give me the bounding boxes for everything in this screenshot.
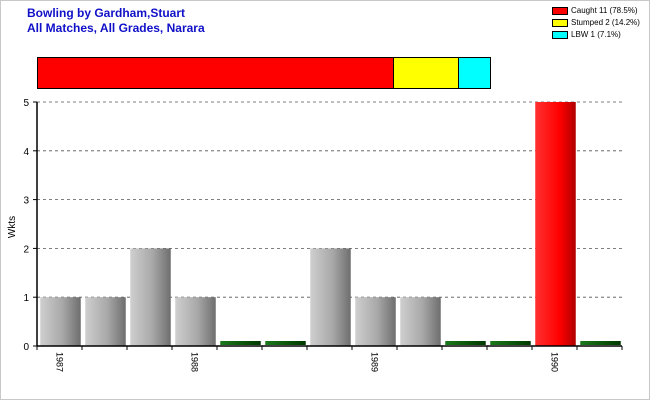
y-tick-label: 5 [23, 98, 29, 109]
bar [40, 297, 81, 346]
chart-title: Bowling by Gardham,Stuart [27, 6, 186, 20]
y-tick-labels: 0 1 2 3 4 5 [23, 98, 29, 353]
bar [130, 248, 171, 346]
bar [580, 341, 621, 345]
bar [400, 297, 441, 346]
legend-swatch-lbw [552, 31, 568, 39]
chart-subtitle: All Matches, All Grades, Narara [27, 21, 205, 35]
axes [33, 101, 623, 350]
bar [175, 297, 216, 346]
y-tick-label: 3 [23, 196, 29, 207]
x-tick-label: 1988 [190, 352, 200, 372]
bar [355, 297, 396, 346]
share-segment-caught [38, 58, 394, 88]
share-segment-stumped [393, 58, 458, 88]
legend-label-stumped: Stumped 2 (14.2%) [571, 18, 640, 27]
dismissal-share-bar [37, 57, 491, 89]
legend-swatch-stumped [552, 19, 568, 27]
x-tick-label: 1990 [550, 352, 560, 372]
share-segment-lbw [457, 58, 490, 88]
bar [490, 341, 531, 345]
legend-label-lbw: LBW 1 (7.1%) [571, 30, 621, 39]
y-tick-label: 4 [23, 147, 29, 158]
bar [445, 341, 486, 345]
y-tick-label: 1 [23, 293, 29, 304]
legend-label-caught: Caught 11 (78.5%) [571, 6, 638, 15]
bar [220, 341, 261, 345]
bar [310, 248, 351, 346]
y-tick-label: 0 [23, 342, 29, 353]
legend-swatch-caught [552, 7, 568, 15]
y-axis-label: Wkts [7, 216, 18, 238]
bar [535, 102, 576, 346]
x-tick-label: 1987 [55, 352, 65, 372]
bar [265, 341, 306, 345]
bar [85, 297, 126, 346]
x-tick-labels: 1987 1988 1989 1990 [55, 352, 560, 372]
y-tick-label: 2 [23, 244, 29, 255]
bars [40, 102, 621, 346]
x-tick-label: 1989 [370, 352, 380, 372]
